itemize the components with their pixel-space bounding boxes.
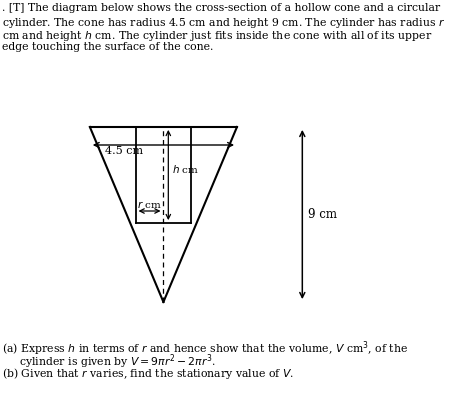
Text: 4.5 cm: 4.5 cm (105, 146, 143, 156)
Text: cylinder. The cone has radius 4.5 cm and height 9 cm. The cylinder has radius $r: cylinder. The cone has radius 4.5 cm and… (2, 16, 445, 30)
Text: edge touching the surface of the cone.: edge touching the surface of the cone. (2, 42, 214, 52)
Text: . [T] The diagram below shows the cross-section of a hollow cone and a circular: . [T] The diagram below shows the cross-… (2, 3, 440, 13)
Text: (b) Given that $r$ varies, find the stationary value of $V$.: (b) Given that $r$ varies, find the stat… (2, 366, 294, 381)
Text: 9 cm: 9 cm (308, 208, 337, 221)
Text: cm and height $h$ cm. The cylinder just fits inside the cone with all of its upp: cm and height $h$ cm. The cylinder just … (2, 29, 433, 43)
Text: $r$ cm: $r$ cm (137, 199, 162, 210)
Text: (a) Express $h$ in terms of $r$ and hence show that the volume, $V$ cm$^{3}$, of: (a) Express $h$ in terms of $r$ and henc… (2, 339, 409, 358)
Text: $h$ cm: $h$ cm (172, 163, 199, 175)
Text: cylinder is given by $V = 9\pi r^2 - 2\pi r^3$.: cylinder is given by $V = 9\pi r^2 - 2\p… (2, 352, 217, 371)
